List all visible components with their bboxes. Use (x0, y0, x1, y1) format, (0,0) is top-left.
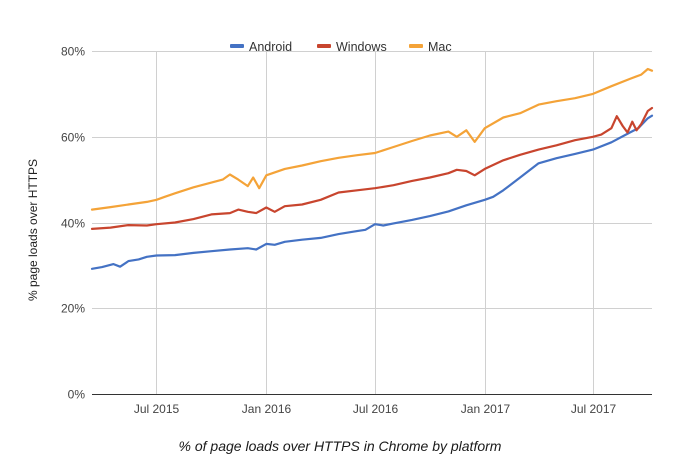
legend-label-mac: Mac (428, 40, 452, 54)
x-tick-label: Jul 2015 (134, 402, 180, 416)
x-tick-label: Jul 2017 (571, 402, 617, 416)
legend-swatch-mac (409, 44, 423, 48)
y-tick-label: 80% (61, 45, 85, 59)
legend-label-android: Android (249, 40, 292, 54)
x-tick-label: Jul 2016 (353, 402, 399, 416)
x-tick-label: Jan 2016 (242, 402, 292, 416)
series-lines (90, 67, 654, 270)
y-tick-label: 0% (68, 388, 86, 402)
series-line-windows (90, 106, 654, 230)
y-tick-label: 60% (61, 131, 85, 145)
y-axis-title: % page loads over HTTPS (26, 159, 40, 301)
chart-caption: % of page loads over HTTPS in Chrome by … (178, 438, 502, 454)
x-tick-label: Jan 2017 (461, 402, 511, 416)
gridlines (92, 51, 652, 395)
x-axis-ticks: Jul 2015 Jan 2016 Jul 2016 Jan 2017 Jul 2017 (134, 402, 617, 416)
y-tick-label: 40% (61, 217, 85, 231)
series-line-android (90, 114, 654, 270)
y-tick-label: 20% (61, 302, 85, 316)
y-axis-ticks: 0% 20% 40% 60% 80% (61, 45, 85, 402)
legend-label-windows: Windows (336, 40, 387, 54)
legend-swatch-windows (317, 44, 331, 48)
legend-swatch-android (230, 44, 244, 48)
legend: Android Windows Mac (230, 40, 452, 54)
series-line-mac (90, 67, 654, 211)
